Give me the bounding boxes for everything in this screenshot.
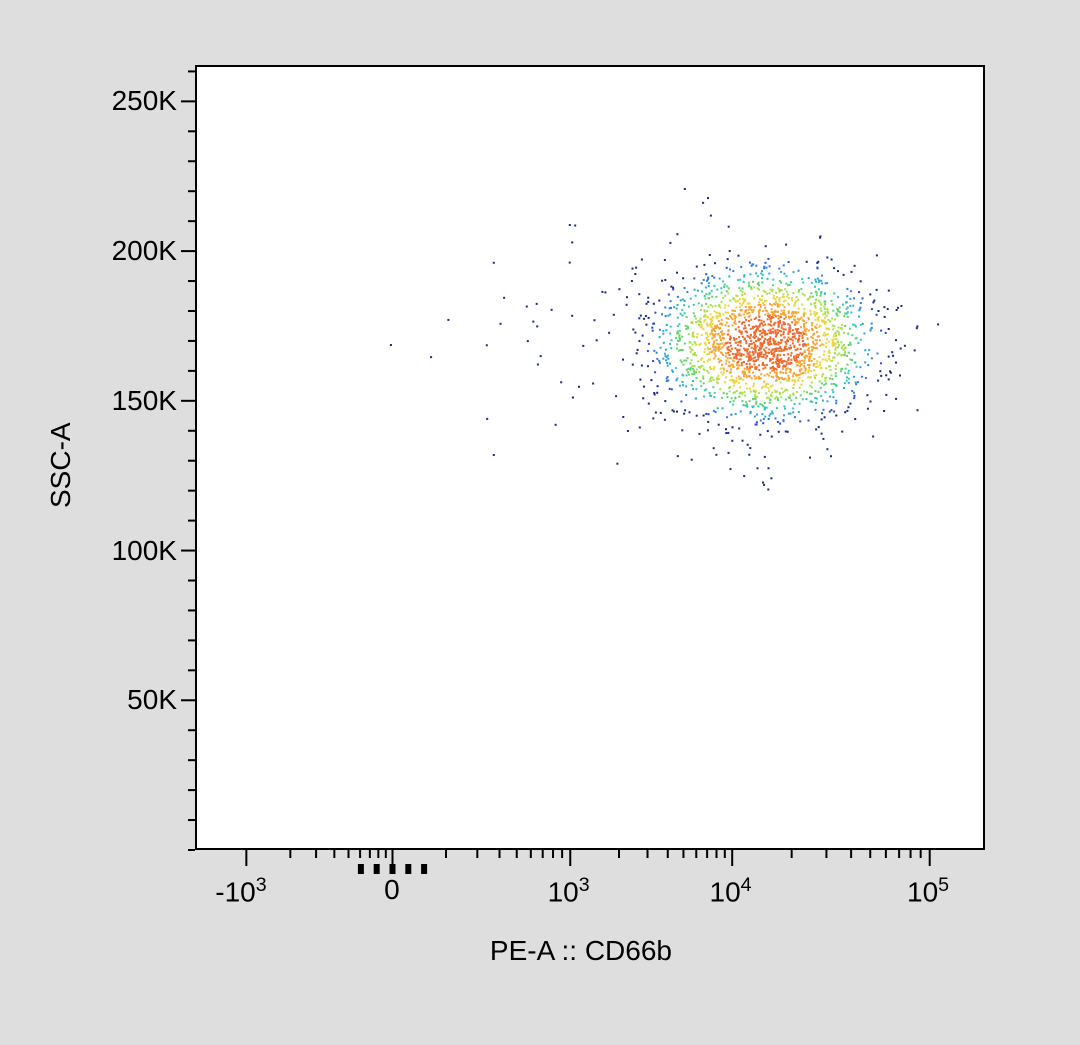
x-tick-marks <box>193 850 987 890</box>
scatter-svg <box>197 67 987 852</box>
plot-area <box>195 65 985 850</box>
y-axis-label: SSC-A <box>45 422 77 508</box>
chart-container: { "chart": { "type": "scatter-density", … <box>0 0 1080 1045</box>
y-tick-marks <box>155 63 195 852</box>
x-axis-label: PE-A :: CD66b <box>490 935 672 967</box>
